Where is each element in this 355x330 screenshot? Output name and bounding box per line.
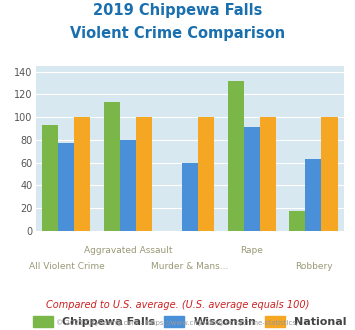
Bar bbox=[120, 140, 136, 231]
Text: © 2025 CityRating.com - https://www.cityrating.com/crime-statistics/: © 2025 CityRating.com - https://www.city… bbox=[56, 319, 299, 326]
Bar bbox=[182, 163, 198, 231]
Bar bbox=[42, 125, 58, 231]
Bar bbox=[260, 117, 276, 231]
Bar bbox=[228, 81, 244, 231]
Text: Robbery: Robbery bbox=[295, 262, 332, 271]
Text: Compared to U.S. average. (U.S. average equals 100): Compared to U.S. average. (U.S. average … bbox=[46, 300, 309, 310]
Bar bbox=[136, 117, 152, 231]
Text: 2019 Chippewa Falls: 2019 Chippewa Falls bbox=[93, 3, 262, 18]
Bar bbox=[75, 117, 91, 231]
Legend: Chippewa Falls, Wisconsin, National: Chippewa Falls, Wisconsin, National bbox=[33, 316, 346, 327]
Bar bbox=[104, 102, 120, 231]
Text: All Violent Crime: All Violent Crime bbox=[28, 262, 104, 271]
Bar bbox=[305, 159, 322, 231]
Bar bbox=[198, 117, 214, 231]
Bar bbox=[289, 211, 305, 231]
Bar bbox=[244, 127, 260, 231]
Text: Murder & Mans...: Murder & Mans... bbox=[151, 262, 229, 271]
Bar bbox=[322, 117, 338, 231]
Text: Rape: Rape bbox=[240, 246, 263, 255]
Text: Violent Crime Comparison: Violent Crime Comparison bbox=[70, 26, 285, 41]
Bar bbox=[58, 143, 75, 231]
Text: Aggravated Assault: Aggravated Assault bbox=[84, 246, 173, 255]
